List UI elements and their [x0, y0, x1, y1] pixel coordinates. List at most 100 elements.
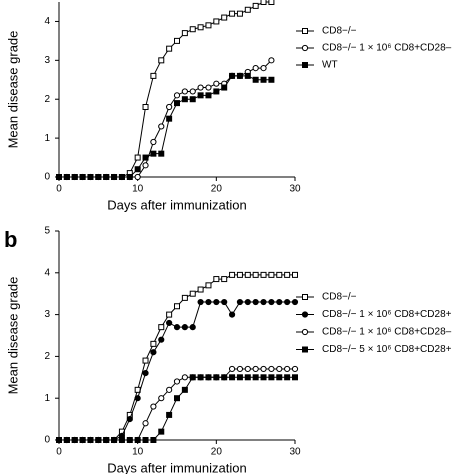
marker [118, 437, 125, 443]
marker [103, 174, 110, 180]
marker [244, 6, 251, 13]
marker [228, 365, 236, 373]
marker [213, 374, 220, 381]
legend-label: CD8−/− 1 × 10⁶ CD8+CD28+ [322, 309, 452, 320]
marker [134, 395, 141, 402]
legend-label: CD8−/− 1 × 10⁶ CD8+CD28– [322, 43, 452, 54]
marker [197, 374, 204, 381]
marker [189, 96, 196, 103]
marker [236, 271, 243, 278]
marker [103, 437, 110, 443]
marker [111, 437, 118, 443]
marker [87, 174, 94, 180]
marker [236, 374, 243, 381]
marker [205, 92, 212, 99]
marker [181, 88, 188, 95]
marker [142, 162, 149, 169]
marker [150, 349, 157, 356]
legend-marker [301, 328, 309, 336]
marker [260, 0, 267, 5]
marker [150, 150, 157, 157]
marker [166, 411, 173, 418]
marker [95, 437, 102, 443]
marker [252, 2, 259, 9]
legend-marker [302, 28, 308, 34]
legend-marker [301, 311, 309, 318]
marker [181, 30, 188, 37]
legend-label: WT [322, 60, 338, 71]
x-tick-label: 0 [56, 447, 62, 458]
marker [79, 437, 86, 443]
legend-label: CD8−/− [322, 26, 357, 37]
marker [79, 174, 86, 180]
marker [229, 10, 236, 17]
marker [181, 374, 188, 381]
marker [284, 271, 291, 278]
y-tick-label: 5 [44, 226, 50, 237]
marker [260, 298, 267, 306]
marker [181, 324, 188, 331]
y-tick-label: 4 [44, 267, 50, 278]
marker [213, 80, 220, 87]
marker [292, 374, 298, 381]
marker [118, 174, 125, 180]
marker [189, 88, 196, 95]
marker [268, 0, 275, 5]
marker [276, 374, 283, 381]
x-axis-title: Days after immunization [107, 460, 246, 474]
marker [268, 298, 275, 306]
marker [260, 271, 267, 278]
marker [111, 174, 118, 180]
marker [56, 174, 62, 180]
marker [276, 271, 283, 278]
marker [166, 45, 173, 52]
marker [252, 298, 259, 306]
marker [244, 72, 251, 79]
marker [134, 173, 141, 181]
marker [189, 26, 196, 33]
x-tick-label: 0 [56, 184, 62, 195]
marker [236, 72, 243, 79]
marker [221, 14, 228, 21]
marker [284, 374, 291, 381]
y-axis-title: Mean disease grade [5, 31, 20, 149]
series-line [59, 274, 295, 441]
marker [181, 96, 188, 103]
x-tick-label: 30 [289, 447, 301, 458]
marker [291, 298, 299, 306]
marker [142, 370, 149, 377]
marker [229, 374, 236, 381]
marker [284, 365, 291, 373]
marker [63, 437, 70, 443]
marker [166, 311, 173, 318]
marker [244, 374, 251, 381]
series-line [59, 75, 272, 178]
series-line [59, 376, 295, 441]
marker [213, 276, 220, 283]
marker [158, 395, 165, 402]
x-tick-label: 10 [132, 184, 144, 195]
marker [189, 374, 196, 381]
marker [158, 428, 165, 435]
y-axis-title: Mean disease grade [5, 277, 20, 395]
marker [158, 150, 165, 157]
legend-label: CD8−/− [322, 292, 357, 303]
marker [229, 271, 236, 278]
marker [56, 437, 62, 443]
marker [205, 374, 212, 381]
marker [213, 18, 220, 25]
marker [166, 103, 173, 111]
marker [229, 72, 236, 79]
marker [173, 324, 181, 331]
marker [221, 298, 228, 306]
marker [276, 298, 283, 306]
marker [95, 174, 102, 180]
marker [150, 138, 157, 146]
marker [228, 311, 236, 318]
y-tick-label: 4 [44, 16, 50, 27]
marker [260, 65, 267, 72]
marker [236, 365, 244, 373]
marker [158, 324, 165, 331]
panel-label: b [4, 227, 17, 252]
